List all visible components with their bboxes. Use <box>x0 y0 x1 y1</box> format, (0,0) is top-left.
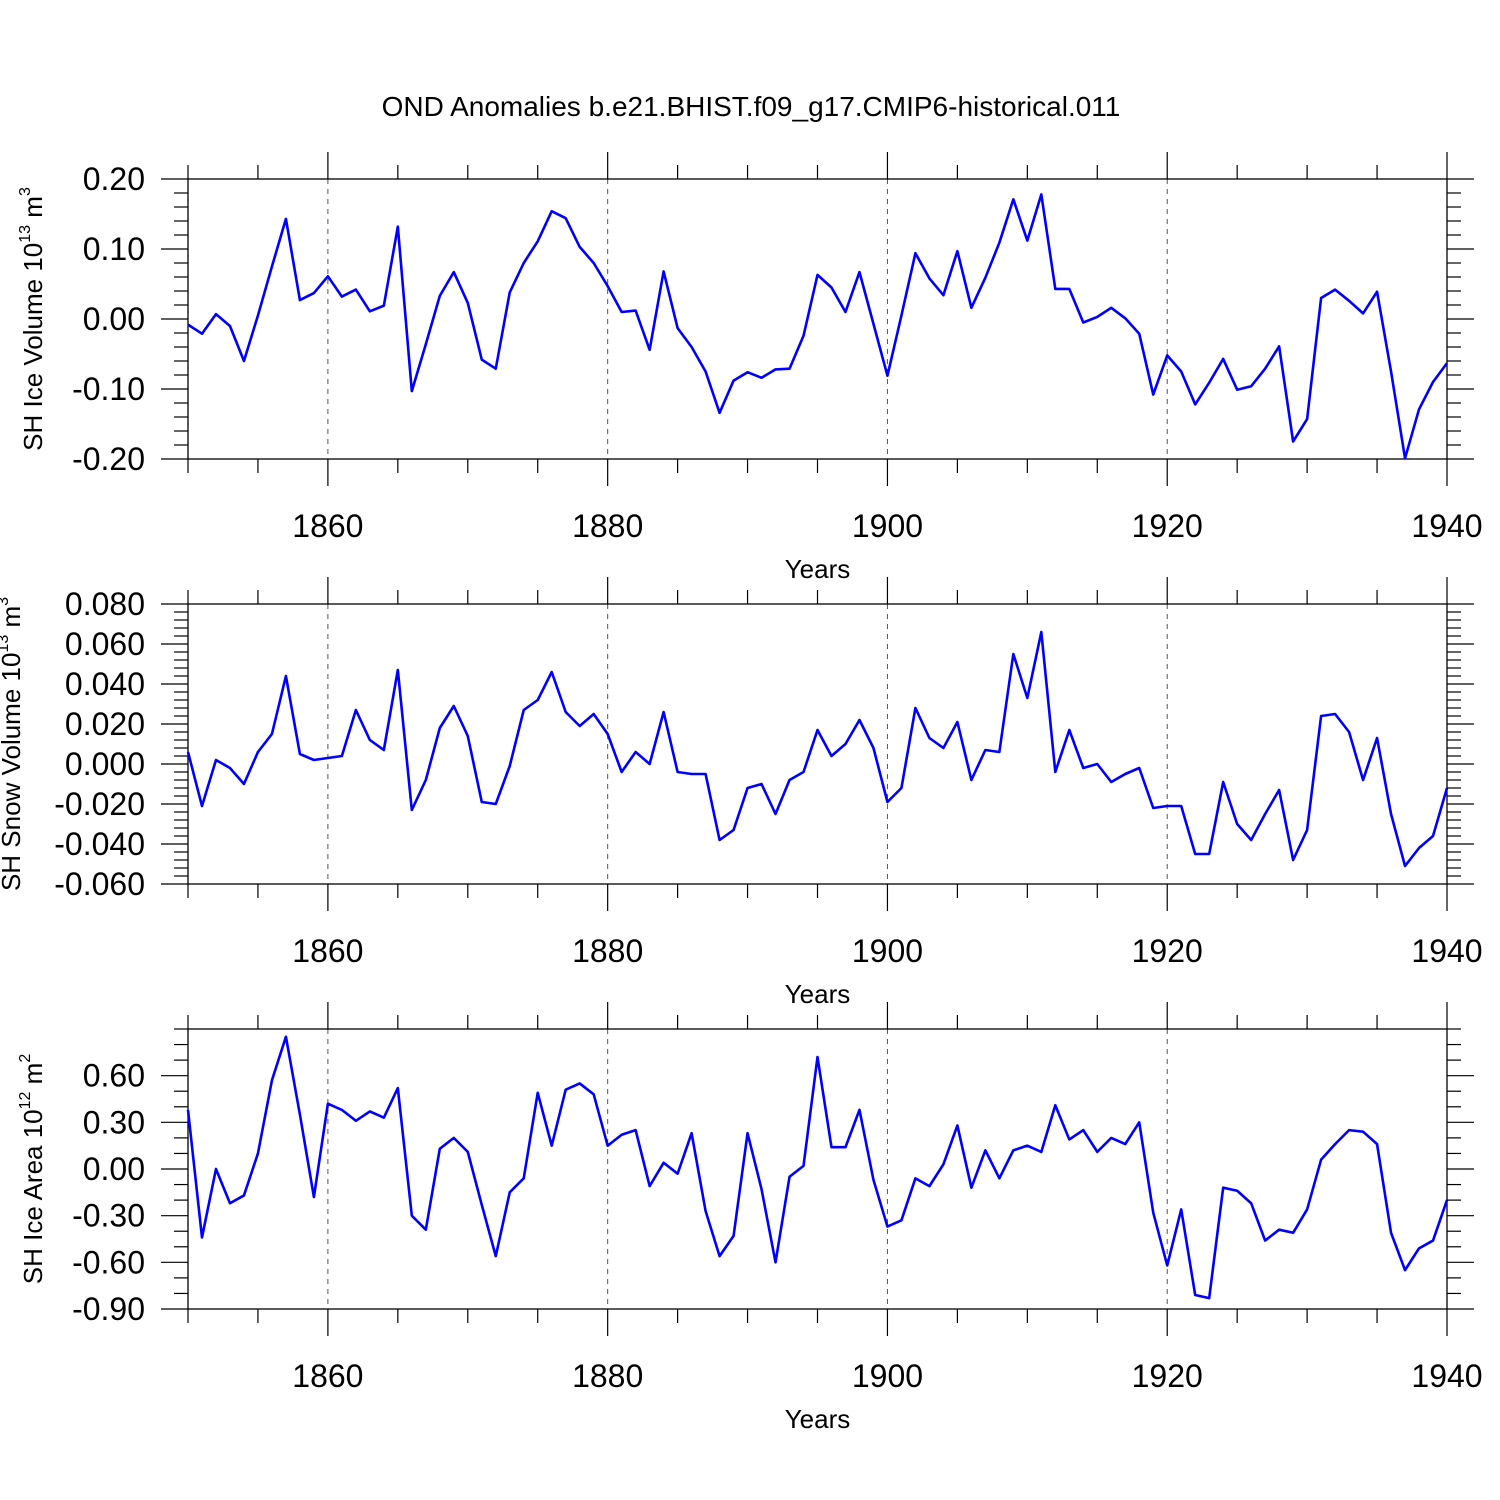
x-tick-label: 1900 <box>852 933 923 969</box>
snow-volume-xlabel: Years <box>785 979 851 1009</box>
ice-volume-ylabel: SH Ice Volume 1013 m3 <box>17 187 48 451</box>
y-tick-label: -0.020 <box>54 786 145 822</box>
x-tick-label: 1920 <box>1132 508 1203 544</box>
panel-ice-volume: 1860 1880 1900 1920 1940 -0.20 -0.10 0.00 0.10 0.… <box>17 152 1483 584</box>
snow-volume-series-line <box>186 630 1449 868</box>
x-tick-label: 1880 <box>572 933 643 969</box>
y-tick-label: 0.60 <box>83 1058 145 1094</box>
y-tick-label: 0.040 <box>65 666 145 702</box>
y-tick-label: 0.10 <box>83 231 145 267</box>
x-tick-label: 1880 <box>572 1358 643 1394</box>
x-tick-label: 1860 <box>292 508 363 544</box>
y-tick-label: -0.20 <box>72 441 145 477</box>
ice-volume-xlabel: Years <box>785 554 851 584</box>
x-tick-label: 1940 <box>1411 508 1482 544</box>
x-tick-label: 1940 <box>1411 1358 1482 1394</box>
x-tick-label: 1920 <box>1132 933 1203 969</box>
figure-title: OND Anomalies b.e21.BHIST.f09_g17.CMIP6-… <box>382 91 1121 122</box>
y-tick-label: 0.20 <box>83 161 145 197</box>
y-tick-label: -0.10 <box>72 371 145 407</box>
y-tick-label: 0.000 <box>65 746 145 782</box>
x-tick-label: 1920 <box>1132 1358 1203 1394</box>
ice-area-ylabel: SH Ice Area 1012 m2 <box>17 1054 48 1285</box>
y-tick-label: 0.020 <box>65 706 145 742</box>
x-tick-label: 1860 <box>292 1358 363 1394</box>
ice-area-xlabel: Years <box>785 1404 851 1434</box>
y-tick-label: 0.00 <box>83 1151 145 1187</box>
x-tick-label: 1900 <box>852 508 923 544</box>
x-tick-label: 1900 <box>852 1358 923 1394</box>
y-tick-label: 0.060 <box>65 626 145 662</box>
x-tick-label: 1860 <box>292 933 363 969</box>
panel-snow-volume: 1860 1880 1900 1920 1940 -0.060 -0.040 -0.020 0.… <box>0 577 1483 1009</box>
x-tick-label: 1880 <box>572 508 643 544</box>
ice-volume-series-line <box>187 193 1449 460</box>
y-tick-label: 0.080 <box>65 586 145 622</box>
y-tick-label: -0.060 <box>54 866 145 902</box>
y-tick-label: -0.90 <box>72 1291 145 1327</box>
y-tick-label: 0.30 <box>83 1104 145 1140</box>
y-tick-label: 0.00 <box>83 301 145 337</box>
ice-area-series-line <box>186 1035 1449 1300</box>
plots: 1860 1880 1900 1920 1940 -0.20 -0.10 0.00 0.10 0.… <box>0 152 1483 1434</box>
x-tick-label: 1940 <box>1411 933 1482 969</box>
y-tick-label: -0.60 <box>72 1244 145 1280</box>
snow-volume-ylabel: SH Snow Volume 1013 m3 <box>0 597 26 891</box>
y-tick-label: -0.30 <box>72 1198 145 1234</box>
panel-ice-area: 1860 1880 1900 1920 1940 -0.90 -0.60 -0.30 0.00 0… <box>17 1002 1483 1434</box>
y-tick-label: -0.040 <box>54 826 145 862</box>
